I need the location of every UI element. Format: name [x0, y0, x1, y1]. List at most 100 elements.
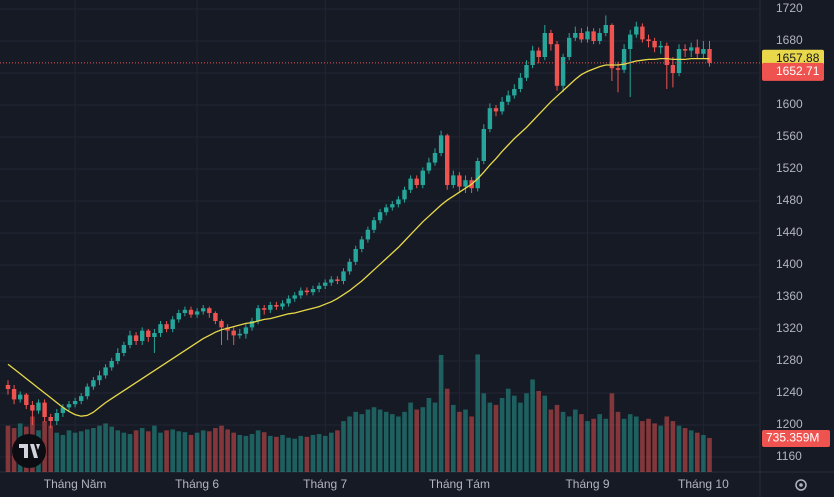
moving-average-line — [7, 57, 710, 417]
volume-bar — [481, 393, 487, 472]
candle-body — [695, 47, 700, 54]
x-tick-label: Tháng 10 — [678, 477, 729, 491]
volume-bar — [512, 395, 517, 472]
volume-bar — [554, 404, 560, 472]
candle-body — [481, 129, 486, 161]
volume-bar — [316, 434, 322, 472]
candle-body — [170, 319, 175, 329]
candle-body — [201, 308, 206, 312]
candle-body — [298, 290, 303, 296]
volume-bar — [78, 431, 84, 472]
volume-bar — [359, 414, 365, 472]
volume-bar — [158, 432, 163, 472]
volume-bar — [60, 434, 66, 472]
volume-bar — [676, 425, 682, 472]
candle-body — [140, 330, 145, 341]
volume-bar — [121, 432, 127, 472]
logo-mark — [19, 444, 40, 458]
candle-body — [512, 89, 517, 96]
y-tick-label: 1720 — [776, 1, 803, 15]
volume-badge — [762, 429, 830, 447]
volume-bar — [621, 418, 627, 472]
candle-body — [658, 45, 663, 48]
candle-body — [603, 25, 608, 33]
candle-body — [408, 178, 413, 190]
candle-body — [371, 220, 377, 230]
candle-body — [30, 405, 35, 411]
volume-bar — [310, 434, 316, 472]
candle-layer — [5, 15, 712, 429]
candle-body — [438, 135, 444, 153]
candle-body — [48, 417, 53, 421]
volume-bar — [451, 404, 456, 472]
volume-bar — [115, 430, 121, 472]
volume-bar — [170, 429, 175, 472]
volume-bar — [390, 414, 395, 472]
candle-body — [628, 34, 633, 49]
volume-bar — [152, 425, 157, 472]
candle-body — [335, 279, 340, 281]
volume-bar — [463, 409, 468, 472]
candle-body — [542, 33, 547, 57]
volume-bar — [292, 438, 297, 472]
candle-body — [524, 65, 529, 78]
y-tick-label: 1240 — [776, 385, 803, 399]
candle-body — [225, 327, 230, 331]
last-price-label: 1652.71 — [776, 64, 820, 78]
candle-body — [36, 402, 41, 411]
x-tick-label: Tháng Tám — [429, 477, 490, 491]
candle-body — [445, 135, 450, 185]
candle-body — [54, 413, 59, 421]
candle-body — [554, 44, 560, 86]
volume-bar — [658, 425, 663, 472]
gear[interactable] — [795, 479, 807, 491]
volume-bar — [371, 407, 377, 472]
logo-circle — [12, 434, 46, 468]
candle-body — [286, 298, 291, 304]
tv-logo — [12, 434, 46, 468]
x-tick-label: Tháng Năm — [44, 477, 107, 491]
volume-bar — [127, 434, 133, 472]
last-price-badge — [762, 62, 824, 81]
candle-body — [707, 49, 712, 63]
candle-body — [384, 207, 389, 213]
volume-bar — [646, 418, 651, 472]
candle-body — [475, 161, 480, 189]
candle-body — [682, 49, 688, 51]
candle-body — [518, 77, 523, 89]
candle-body — [42, 402, 47, 417]
volume-bar — [274, 436, 279, 472]
volume-bar — [688, 430, 694, 472]
candle-body — [231, 330, 236, 336]
volume-bar — [487, 402, 493, 472]
y-tick-label: 1280 — [776, 353, 803, 367]
volume-bar — [109, 426, 114, 472]
volume-bar — [408, 402, 413, 472]
volume-bar — [615, 411, 621, 472]
candle-body — [451, 175, 456, 185]
volume-bar — [536, 391, 541, 472]
candle-body — [585, 31, 590, 40]
volume-bar — [213, 428, 218, 472]
volume-bar — [414, 409, 419, 472]
volume-layer — [5, 354, 712, 472]
gear-center[interactable] — [799, 483, 803, 487]
y-tick-label: 1600 — [776, 97, 803, 111]
candle-body — [292, 295, 297, 299]
candle-body — [268, 305, 273, 310]
candle-body — [353, 249, 358, 262]
volume-bar — [341, 421, 346, 472]
candle-body — [646, 39, 651, 41]
candle-body — [133, 335, 139, 341]
volume-bar — [72, 432, 78, 472]
candle-body — [615, 68, 621, 70]
ma-price-label: 1657.88 — [776, 51, 820, 65]
volume-bar — [231, 432, 236, 472]
candle-body — [390, 204, 395, 208]
candle-body — [255, 308, 261, 321]
volume-bar — [237, 434, 243, 472]
settings-icon[interactable] — [795, 479, 807, 491]
volume-bar — [682, 428, 688, 472]
